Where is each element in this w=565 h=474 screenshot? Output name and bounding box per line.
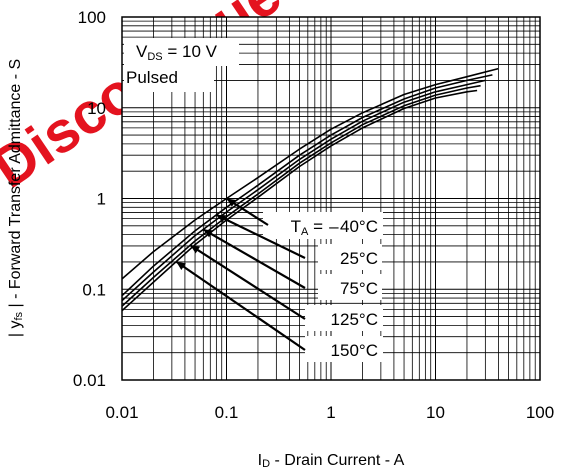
series-line-2: [121, 79, 486, 302]
condition-pulsed: Pulsed: [126, 68, 178, 87]
y-tick-label: 100: [78, 8, 106, 27]
series-line-3: [121, 84, 481, 307]
series-label-0: TA = – 40°C: [291, 217, 378, 238]
callout-arrowhead-1: [216, 214, 227, 223]
y-tick-label: 0.01: [73, 371, 106, 390]
callout-line-4: [175, 260, 306, 351]
series-label-1: 25°C: [340, 249, 378, 268]
x-tick-label: 1: [326, 403, 335, 422]
y-tick-label: 10: [87, 99, 106, 118]
y-axis-label: | yfs | - Forward Transfer Admittance - …: [7, 59, 25, 337]
condition-vds: VDS = 10 V: [136, 42, 218, 63]
callout-line-1: [215, 213, 306, 259]
curves: [121, 67, 499, 312]
series-line-1: [121, 74, 493, 297]
x-tick-label: 10: [426, 403, 445, 422]
callout-line-3: [189, 244, 306, 320]
label-background: [305, 336, 383, 362]
label-background: [318, 244, 382, 270]
label-background: [124, 38, 239, 66]
grid: [121, 17, 540, 381]
series-label-2: 75°C: [340, 279, 378, 298]
callout-line-2: [202, 228, 306, 289]
series-line-4: [121, 89, 478, 312]
callout-arrowhead-3: [190, 245, 200, 254]
series-line-0: [121, 67, 499, 280]
callout-arrowhead-4: [176, 261, 186, 270]
x-tick-label: 100: [526, 403, 554, 422]
callout-arrowhead-0: [226, 198, 237, 207]
x-tick-label: 0.1: [215, 403, 239, 422]
x-tick-label: 0.01: [105, 403, 138, 422]
y-tick-label: 0.1: [82, 280, 106, 299]
x-axis-label: ID - Drain Current - A: [258, 452, 405, 470]
label-background: [263, 212, 383, 239]
y-tick-label: 1: [97, 190, 106, 209]
axes: 0.01 0.1 1 10 100 100 10 1 0.1 0.01 ID - Drain Cur…: [7, 8, 554, 470]
callout-arrowhead-2: [203, 229, 214, 238]
label-background: [305, 305, 383, 331]
annotations: VDS = 10 V Pulsed TA = – 40°C 25°C 75°C 125°C…: [126, 42, 378, 360]
label-background: [124, 64, 214, 92]
plot-frame: [121, 16, 541, 381]
label-background: [318, 274, 382, 300]
curve-callouts: [175, 197, 306, 351]
series-label-3: 125°C: [331, 310, 378, 329]
series-label-4: 150°C: [331, 341, 378, 360]
